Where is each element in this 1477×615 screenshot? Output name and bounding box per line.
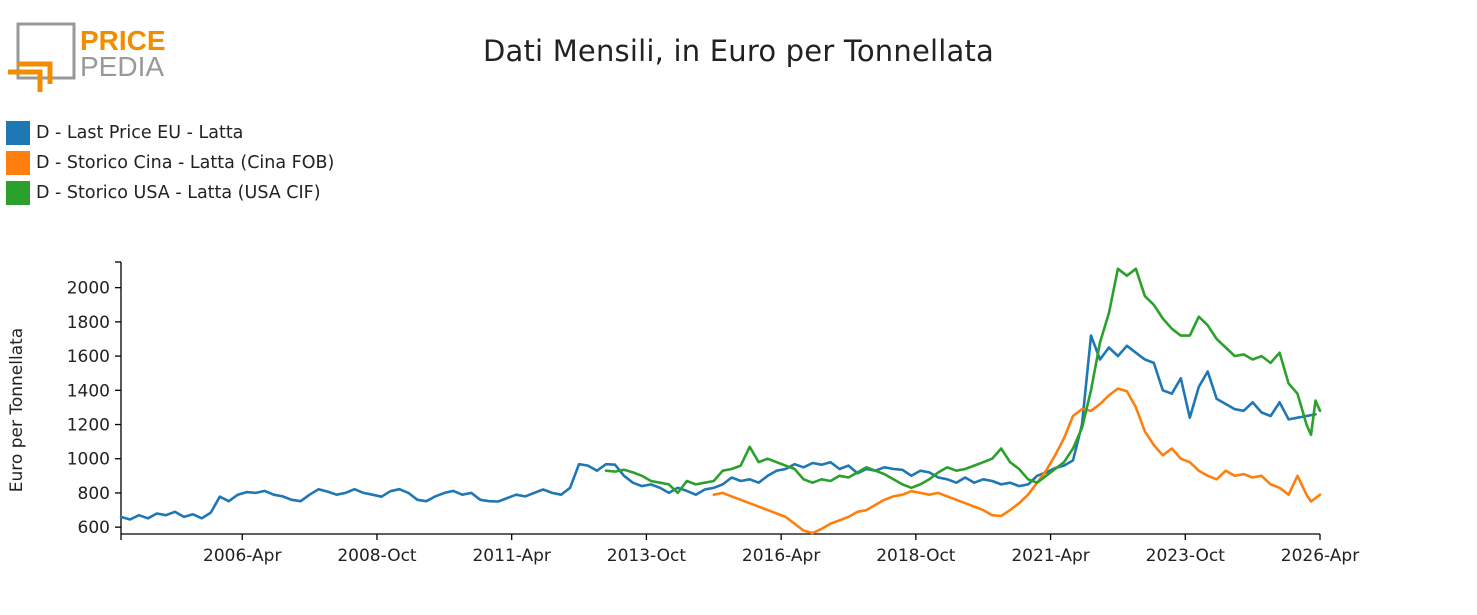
x-tick-label: 2011-Apr bbox=[472, 546, 550, 566]
logo-bracket-orange-2 bbox=[18, 61, 53, 84]
legend-swatch bbox=[6, 121, 30, 145]
y-tick-label: 1200 bbox=[67, 416, 110, 436]
x-tick-label: 2016-Apr bbox=[742, 546, 820, 566]
x-tick-label: 2023-Oct bbox=[1146, 546, 1226, 566]
x-tick-label: 2026-Apr bbox=[1281, 546, 1359, 566]
x-tick-label: 2006-Apr bbox=[203, 546, 281, 566]
y-tick-label: 800 bbox=[78, 484, 110, 504]
y-axis-title: Euro per Tonnellata bbox=[7, 328, 27, 492]
y-tick-label: 1800 bbox=[67, 313, 110, 333]
y-tick-label: 600 bbox=[78, 518, 110, 538]
y-tick-label: 2000 bbox=[67, 279, 110, 299]
logo-text-pedia: PEDIA bbox=[80, 51, 164, 82]
page-title: Dati Mensili, in Euro per Tonnellata bbox=[482, 34, 995, 68]
legend-item[interactable]: D - Storico USA - Latta (USA CIF) bbox=[6, 178, 334, 208]
series-line-1 bbox=[119, 334, 1317, 521]
logo-text-price: PRICE bbox=[80, 25, 166, 56]
chart-legend: D - Last Price EU - Latta D - Storico Cin… bbox=[6, 118, 334, 208]
legend-label: D - Storico Cina - Latta (Cina FOB) bbox=[36, 153, 335, 173]
series-line-2 bbox=[712, 387, 1322, 535]
y-tick-label: 1600 bbox=[67, 347, 110, 367]
y-tick-label: 1400 bbox=[67, 381, 110, 401]
legend-swatch bbox=[6, 181, 30, 205]
x-tick-label: 2018-Oct bbox=[876, 546, 956, 566]
x-tick-label: 2008-Oct bbox=[337, 546, 417, 566]
series-line-3 bbox=[604, 267, 1322, 495]
legend-item[interactable]: D - Storico Cina - Latta (Cina FOB) bbox=[6, 148, 334, 178]
legend-swatch bbox=[6, 151, 30, 175]
pricepedia-logo: PRICE PEDIA bbox=[8, 22, 166, 92]
x-tick-label: 2013-Oct bbox=[607, 546, 687, 566]
legend-label: D - Storico USA - Latta (USA CIF) bbox=[36, 183, 321, 203]
x-tick-label: 2021-Apr bbox=[1011, 546, 1089, 566]
y-tick-label: 1000 bbox=[67, 450, 110, 470]
legend-item[interactable]: D - Last Price EU - Latta bbox=[6, 118, 334, 148]
logo-frame-gray bbox=[16, 22, 76, 80]
logo-bracket-orange bbox=[8, 69, 43, 92]
legend-label: D - Last Price EU - Latta bbox=[36, 123, 244, 143]
